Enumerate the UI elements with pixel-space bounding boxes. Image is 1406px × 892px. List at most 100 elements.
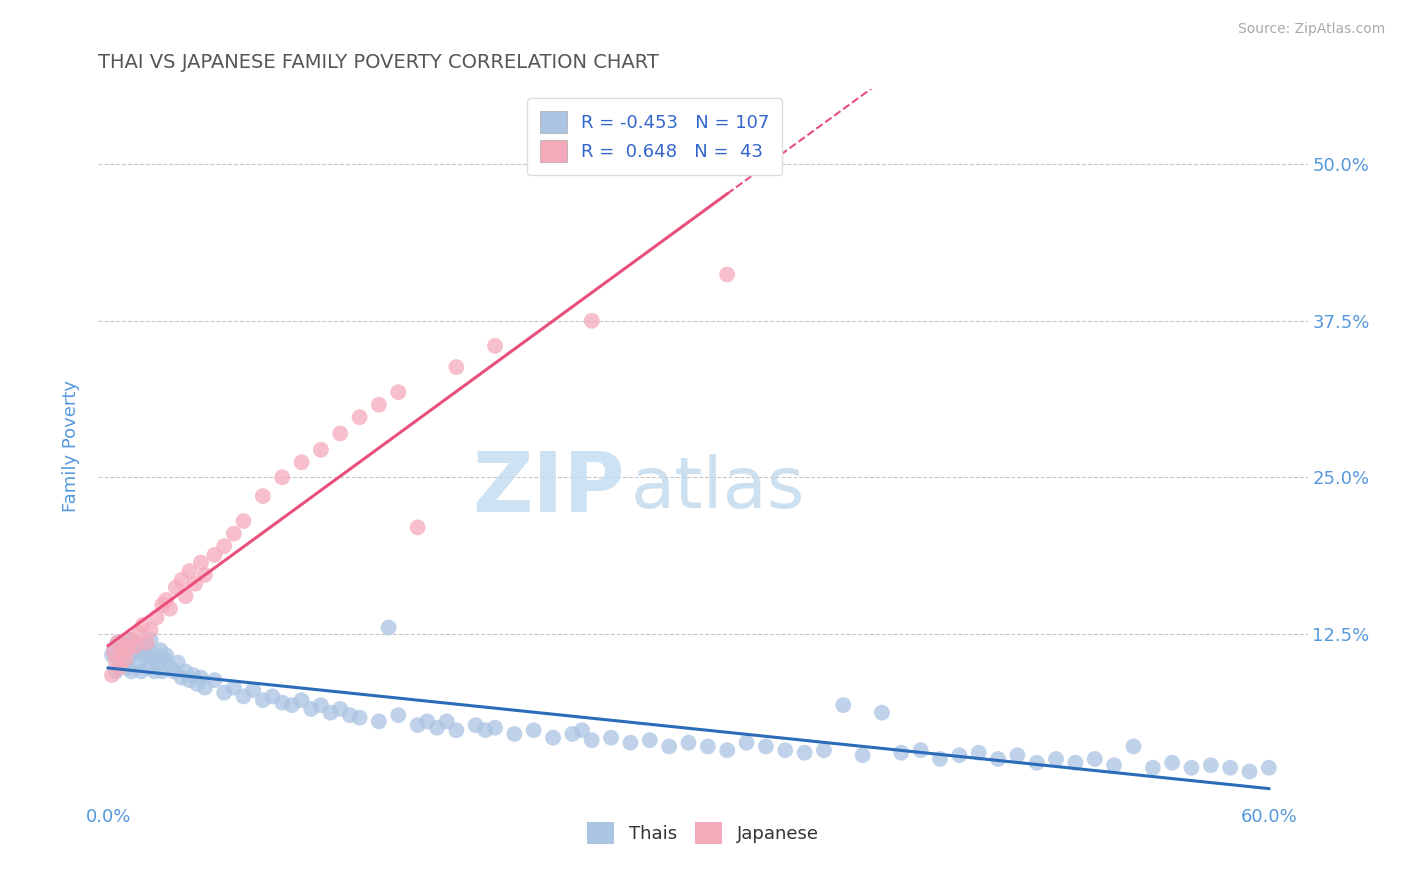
Point: [406, 520, 429, 534]
Point: [114, 640, 136, 654]
Point: [103, 646, 125, 660]
Point: [104, 656, 127, 670]
Point: [446, 360, 468, 375]
Point: [232, 514, 254, 528]
Point: [1142, 761, 1164, 775]
Point: [212, 685, 235, 699]
Point: [910, 743, 932, 757]
Point: [120, 633, 142, 648]
Point: [426, 721, 449, 735]
Point: [204, 673, 226, 687]
Point: [523, 723, 546, 738]
Point: [149, 643, 172, 657]
Point: [155, 593, 177, 607]
Point: [271, 470, 294, 484]
Point: [406, 718, 429, 732]
Point: [242, 683, 264, 698]
Point: [179, 564, 201, 578]
Point: [128, 627, 150, 641]
Point: [368, 714, 391, 729]
Point: [678, 736, 700, 750]
Point: [159, 660, 181, 674]
Point: [127, 635, 149, 649]
Point: [166, 656, 188, 670]
Point: [190, 556, 212, 570]
Point: [1180, 761, 1202, 775]
Point: [349, 410, 371, 425]
Point: [179, 673, 201, 687]
Point: [150, 665, 173, 679]
Point: [755, 739, 778, 754]
Point: [124, 643, 146, 657]
Point: [194, 568, 217, 582]
Point: [194, 681, 217, 695]
Point: [155, 648, 177, 662]
Point: [1122, 739, 1144, 754]
Point: [436, 714, 458, 729]
Point: [184, 576, 207, 591]
Point: [111, 646, 134, 660]
Point: [870, 706, 893, 720]
Point: [1257, 761, 1279, 775]
Point: [581, 314, 603, 328]
Point: [190, 671, 212, 685]
Point: [387, 385, 409, 400]
Point: [139, 623, 162, 637]
Point: [145, 610, 167, 624]
Text: atlas: atlas: [630, 454, 804, 524]
Point: [222, 526, 245, 541]
Point: [101, 648, 124, 662]
Point: [832, 698, 855, 713]
Point: [1161, 756, 1184, 770]
Point: [163, 665, 186, 679]
Point: [349, 711, 371, 725]
Point: [150, 598, 173, 612]
Point: [108, 652, 131, 666]
Point: [773, 743, 796, 757]
Point: [619, 736, 641, 750]
Point: [174, 589, 197, 603]
Point: [290, 455, 312, 469]
Point: [377, 621, 399, 635]
Point: [658, 739, 681, 754]
Point: [299, 702, 322, 716]
Point: [122, 648, 145, 662]
Point: [165, 581, 187, 595]
Point: [1045, 752, 1067, 766]
Point: [135, 640, 157, 654]
Point: [129, 665, 152, 679]
Point: [143, 665, 166, 679]
Point: [170, 573, 193, 587]
Point: [134, 648, 156, 662]
Point: [104, 665, 127, 679]
Y-axis label: Family Poverty: Family Poverty: [62, 380, 80, 512]
Point: [128, 656, 150, 670]
Point: [852, 748, 875, 763]
Point: [416, 714, 439, 729]
Point: [103, 643, 125, 657]
Point: [1219, 761, 1241, 775]
Point: [890, 746, 912, 760]
Point: [1199, 758, 1222, 772]
Point: [541, 731, 564, 745]
Point: [1025, 756, 1047, 770]
Point: [232, 690, 254, 704]
Point: [571, 723, 593, 738]
Point: [222, 681, 245, 695]
Point: [139, 633, 162, 648]
Point: [148, 656, 170, 670]
Point: [290, 693, 312, 707]
Point: [716, 743, 738, 757]
Point: [252, 693, 274, 707]
Point: [145, 648, 167, 662]
Text: THAI VS JAPANESE FAMILY POVERTY CORRELATION CHART: THAI VS JAPANESE FAMILY POVERTY CORRELAT…: [98, 54, 659, 72]
Point: [153, 652, 176, 666]
Point: [581, 733, 603, 747]
Point: [212, 539, 235, 553]
Point: [948, 748, 970, 763]
Point: [716, 268, 738, 282]
Point: [696, 739, 718, 754]
Point: [484, 339, 506, 353]
Point: [503, 727, 526, 741]
Point: [813, 743, 835, 757]
